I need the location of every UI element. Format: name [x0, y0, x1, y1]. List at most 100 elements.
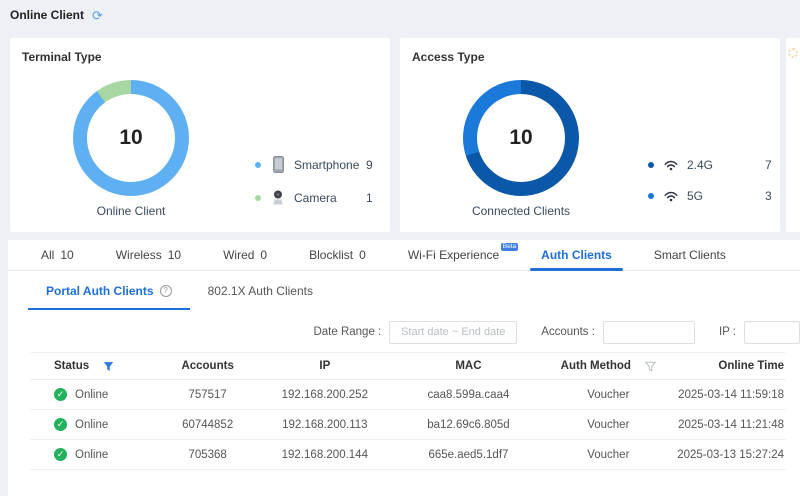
online-check-icon: ✓ [54, 448, 67, 461]
card-title: Access Type [412, 50, 485, 64]
help-icon[interactable]: ? [159, 285, 172, 297]
cell-accounts: 757517 [158, 379, 257, 410]
subtab-portal-auth-clients[interactable]: Portal Auth Clients ? [28, 284, 190, 310]
cell-accounts: 705368 [158, 439, 257, 470]
status-filter-icon[interactable] [103, 361, 114, 372]
tab-label: Wireless [115, 248, 162, 262]
partial-card [786, 38, 800, 232]
camera-icon [270, 190, 286, 205]
header-status: Status [30, 352, 159, 380]
subtab-8021x-auth-clients[interactable]: 802.1X Auth Clients [190, 284, 331, 310]
auth-method-filter-icon[interactable] [644, 361, 656, 372]
table-header-row: Status Accounts IP MAC Auth Method [30, 352, 786, 380]
donut-ring: 10 [73, 80, 189, 196]
cell-auth-method: Voucher [544, 379, 673, 410]
legend-dot [255, 161, 261, 168]
page-title: Online Client [10, 8, 85, 22]
cell-auth-method: Voucher [544, 409, 673, 440]
date-range-input[interactable] [389, 320, 518, 344]
tab-wireless[interactable]: Wireless 10 [95, 240, 202, 270]
legend-label: Smartphone [294, 157, 360, 172]
header-accounts: Accounts [158, 352, 257, 380]
terminal-legend: Smartphone 9 Camera 1 [255, 156, 373, 205]
legend-dot [648, 162, 654, 168]
legend-label: 2.4G [687, 158, 714, 172]
cell-mac: 665e.aed5.1df7 [392, 439, 545, 470]
legend-value: 9 [366, 157, 373, 172]
header-mac: MAC [392, 352, 545, 380]
legend-item-5g: 5G 3 [648, 189, 772, 203]
table-row[interactable]: ✓ Online 60744852 192.168.200.113 ba12.6… [30, 409, 786, 440]
tab-label: Blocklist [309, 248, 354, 262]
filter-bar: Date Range : Accounts : IP : [8, 320, 800, 344]
cell-ip: 192.168.200.144 [256, 439, 393, 470]
access-donut-chart: 10 Connected Clients [448, 80, 594, 218]
tab-smart-clients[interactable]: Smart Clients [633, 240, 747, 270]
cell-ip: 192.168.200.113 [256, 409, 393, 440]
legend-item-2-4g: 2.4G 7 [648, 158, 772, 172]
table-row[interactable]: ✓ Online 757517 192.168.200.252 caa8.599… [30, 379, 786, 410]
tab-label: All [41, 248, 55, 262]
table-row[interactable]: ✓ Online 705368 192.168.200.144 665e.aed… [30, 439, 786, 470]
wifi-icon [663, 191, 679, 202]
tab-auth-clients[interactable]: Auth Clients [520, 240, 633, 271]
subtab-label: 802.1X Auth Clients [207, 284, 313, 298]
donut-center: 10 [87, 94, 175, 182]
tab-all[interactable]: All 10 [20, 240, 95, 270]
legend-label: Camera [294, 190, 337, 205]
header-ip: IP [256, 352, 393, 380]
smartphone-icon [270, 156, 286, 173]
legend-item-camera: Camera 1 [255, 190, 373, 205]
cell-online-time: 2025-03-13 15:27:24 [672, 439, 786, 470]
accounts-label: Accounts : [541, 326, 595, 338]
refresh-icon[interactable]: ⟳ [92, 7, 103, 23]
header-auth-method: Auth Method [544, 352, 673, 380]
client-tabs: All 10 Wireless 10 Wired 0 Blocklist 0 W… [8, 240, 800, 271]
cell-ip: 192.168.200.252 [256, 379, 393, 410]
legend-value: 7 [765, 158, 772, 172]
donut-label: Connected Clients [471, 204, 571, 218]
cell-mac: caa8.599a.caa4 [392, 379, 545, 410]
donut-center: 10 [477, 94, 565, 182]
accounts-input[interactable] [602, 320, 695, 344]
cell-online-time: 2025-03-14 11:21:48 [672, 409, 786, 440]
tab-wifi-experience[interactable]: Wi-Fi Experience Beta [387, 240, 520, 270]
auth-subtabs: Portal Auth Clients ? 802.1X Auth Client… [8, 284, 800, 310]
partial-chart-fragment [788, 48, 798, 58]
cell-online-time: 2025-03-14 11:59:18 [672, 379, 786, 410]
clients-panel: All 10 Wireless 10 Wired 0 Blocklist 0 W… [8, 240, 800, 496]
terminal-type-card: Terminal Type 10 Online Client Smartphon… [10, 38, 390, 232]
cell-accounts: 60744852 [158, 409, 257, 440]
online-check-icon: ✓ [54, 388, 67, 401]
cell-auth-method: Voucher [544, 439, 673, 470]
legend-value: 1 [366, 190, 373, 205]
donut-label: Online Client [96, 204, 166, 218]
ip-label: IP : [718, 326, 736, 338]
online-check-icon: ✓ [54, 418, 67, 431]
wifi-icon [663, 160, 679, 171]
tab-label: Auth Clients [541, 248, 612, 262]
date-range-label: Date Range : [313, 326, 382, 338]
tab-blocklist[interactable]: Blocklist 0 [288, 240, 387, 270]
cell-mac: ba12.69c6.805d [392, 409, 545, 440]
tab-wired[interactable]: Wired 0 [202, 240, 288, 270]
header-online-time: Online Time [672, 352, 786, 380]
card-title: Terminal Type [22, 50, 102, 64]
donut-value: 10 [119, 126, 143, 149]
tab-label: Wired [223, 248, 255, 262]
status-text: Online [75, 388, 109, 401]
access-type-card: Access Type 10 Connected Clients 2.4G 7 [400, 38, 780, 232]
legend-dot [648, 193, 654, 199]
legend-dot [255, 194, 261, 201]
access-legend: 2.4G 7 5G 3 [648, 158, 772, 203]
legend-value: 3 [765, 189, 772, 203]
page-header: Online Client ⟳ [10, 8, 103, 22]
terminal-donut-chart: 10 Online Client [58, 80, 204, 218]
subtab-label: Portal Auth Clients [46, 284, 154, 298]
tab-label: Wi-Fi Experience [407, 248, 500, 262]
auth-clients-table: Status Accounts IP MAC Auth Method [30, 352, 786, 470]
tab-count: 10 [60, 248, 74, 262]
tab-count: 10 [167, 248, 182, 262]
ip-input[interactable] [744, 320, 800, 344]
status-text: Online [75, 418, 109, 431]
